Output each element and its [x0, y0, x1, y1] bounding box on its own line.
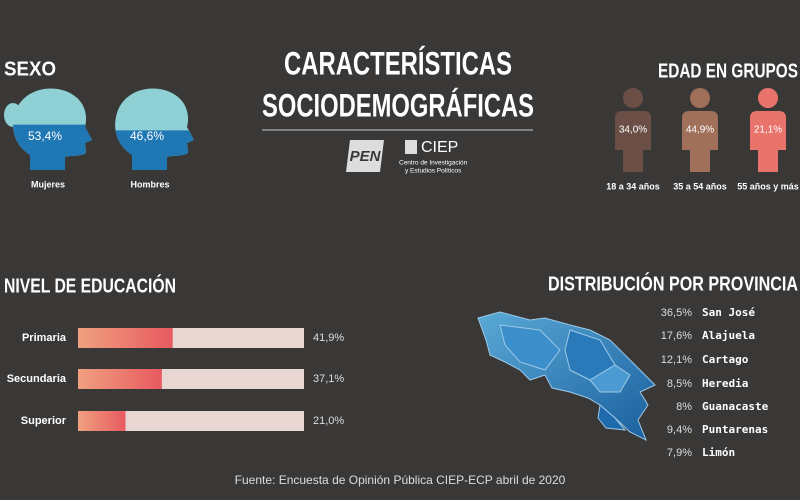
pen-logo [346, 140, 384, 172]
ciep-icon [405, 140, 417, 154]
province-name: Cartago [702, 353, 749, 366]
value-label: 37,1% [313, 373, 344, 385]
province-value: 9,4% [667, 424, 692, 436]
province-name: Puntarenas [702, 423, 768, 436]
value-label: 34,0% [619, 125, 647, 136]
title-line: CARACTERÍSTICAS [284, 45, 512, 81]
person-body [682, 111, 718, 172]
person-body [615, 111, 651, 172]
age-groups: 34,0% 18 a 34 años 44,9% 35 a 54 años 21,1% 5… [606, 88, 799, 191]
source: Fuente: Encuesta de Opinión Pública CIEP… [235, 473, 566, 487]
value-label: 41,9% [313, 332, 344, 344]
province-value: 7,9% [667, 447, 692, 459]
map [477, 311, 656, 442]
hair-bun [4, 103, 22, 127]
ciep-sub: Centro de Investigación [399, 160, 468, 167]
value-label: 53,4% [28, 129, 62, 143]
category-label: Mujeres [31, 179, 65, 189]
ciep-text: CIEP [421, 139, 458, 156]
province-list: 36,5% San José 17,6% Alajuela 12,1% Cartago 8,… [661, 306, 769, 459]
province-value: 17,6% [661, 330, 692, 342]
group-label: 35 a 54 años [673, 181, 727, 191]
value-label: 46,6% [130, 129, 164, 143]
province-name: San José [702, 306, 755, 319]
province-name: Heredia [702, 377, 748, 390]
section-title: SEXO [4, 58, 56, 80]
bar [78, 411, 126, 431]
province-value: 8% [676, 401, 692, 413]
category-label: Superior [21, 415, 67, 427]
province-value: 8,5% [667, 378, 692, 390]
person-body [750, 111, 786, 172]
bar [78, 328, 173, 348]
bar-track [78, 411, 304, 431]
category-label: Primaria [22, 332, 67, 344]
section-title: EDAD EN GRUPOS [658, 60, 798, 82]
bar [78, 369, 162, 389]
province-name: Guanacaste [702, 400, 769, 413]
category-label: Secundaria [7, 373, 67, 385]
education-chart: Primaria 41,9% Secundaria 37,1% Superior 21,0… [7, 328, 344, 431]
province-value: 12,1% [661, 354, 692, 366]
value-label: 44,9% [686, 125, 714, 136]
pen-text: PEN [350, 148, 382, 165]
category-label: Hombres [130, 179, 169, 189]
section-title: DISTRIBUCIÓN POR PROVINCIA [548, 271, 798, 295]
province-name: Alajuela [702, 329, 755, 342]
person-head [690, 88, 710, 108]
province-name: Limón [702, 446, 735, 459]
group-label: 18 a 34 años [606, 181, 660, 191]
group-label: 55 años y más [737, 181, 799, 191]
value-label: 21,1% [754, 125, 782, 136]
province-value: 36,5% [661, 307, 692, 319]
ciep-sub: y Estudios Políticos [405, 168, 462, 175]
section-title: NIVEL DE EDUCACIÓN [4, 273, 176, 297]
title-line: SOCIODEMOGRÁFICAS [262, 87, 534, 123]
value-label: 21,0% [313, 415, 344, 427]
person-head [623, 88, 643, 108]
person-head [758, 88, 778, 108]
